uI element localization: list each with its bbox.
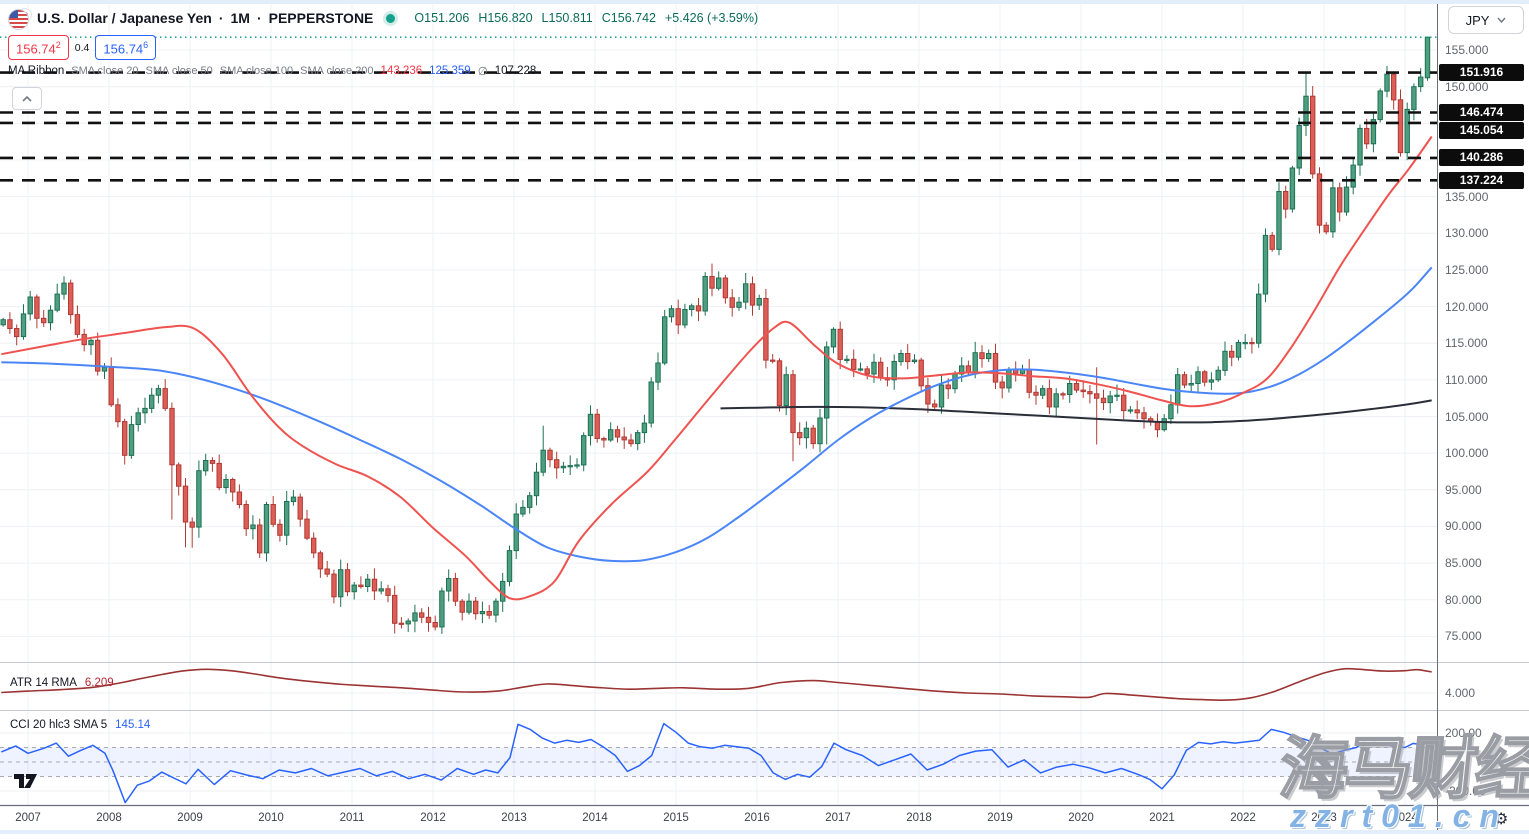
chevron-down-icon (1497, 17, 1506, 23)
buy-price-button[interactable]: 156.746 (95, 35, 157, 61)
sma20-line (1, 135, 1433, 601)
sma200-line (720, 399, 1432, 424)
cci-line (1, 722, 1432, 804)
collapse-legend-button[interactable] (12, 87, 42, 110)
time-axis-settings-gear-icon[interactable]: ⚙ (1494, 811, 1509, 828)
tradingview-logo-icon (14, 774, 37, 788)
timeframe-label[interactable]: 1M (230, 10, 250, 26)
atr-line (1, 667, 1432, 701)
indicator-name[interactable]: MA Ribbon (8, 65, 65, 77)
chevron-up-icon (22, 95, 32, 102)
candles-group (0, 36, 1431, 634)
tradingview-logo[interactable] (14, 773, 42, 795)
price-axis-currency-button[interactable]: JPY (1448, 6, 1524, 34)
sell-price-button[interactable]: 156.742 (8, 35, 69, 61)
sma50-line (1, 266, 1433, 563)
symbol-title[interactable]: U.S. Dollar / Japanese Yen (37, 10, 212, 26)
currency-label: JPY (1465, 12, 1490, 28)
